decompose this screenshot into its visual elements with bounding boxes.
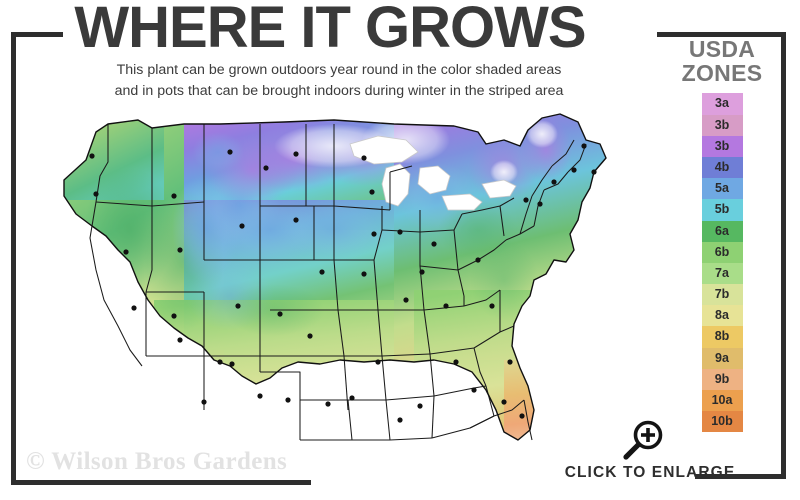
legend-title: USDA ZONES [662,36,782,86]
legend-zone-10b-15: 10b [701,411,743,433]
frame-top-left-segment [11,32,63,37]
magnifier-plus-icon[interactable] [617,418,671,462]
city-dots [89,143,597,423]
legend-zone-3b-2: 3b [701,135,743,157]
frame-bottom-right-segment [695,474,786,479]
frame-right-segment [781,32,786,479]
legend-zone-10a-14: 10a [701,390,743,412]
page-subtitle: This plant can be grown outdoors year ro… [24,60,654,101]
legend-zone-8a-10: 8a [701,305,743,327]
watermark-credit: © Wilson Bros Gardens [26,448,288,475]
legend-title-line-2: ZONES [681,59,763,86]
map-zone-fills [64,114,606,440]
subtitle-line-1: This plant can be grown outdoors year ro… [116,62,562,78]
legend-zone-7b-9: 7b [701,284,743,306]
legend-zone-5b-5: 5b [701,199,743,221]
legend-zone-3a-0: 3a [701,93,743,115]
legend-zone-3b-1: 3b [701,114,743,136]
legend-zone-9b-13: 9b [701,368,743,390]
map-svg [63,113,607,441]
legend-zone-6a-6: 6a [701,220,743,242]
legend-zone-8b-11: 8b [701,326,743,348]
legend-title-line-1: USDA [688,36,756,62]
frame-top-right-segment [657,32,786,37]
legend-zone-9a-12: 9a [701,347,743,369]
legend-zone-7a-8: 7a [701,262,743,285]
click-to-enlarge-label[interactable]: CLICK TO ENLARGE [564,464,736,481]
frame-bottom-left-segment [11,480,311,485]
hardiness-zone-map[interactable] [34,110,654,450]
legend-color-scale: 3a 3b 3b 4b 5a 5b 6a 6b 7a 7b 8a 8b 9a 9b 10a 10b [701,93,743,433]
us-coastline [63,113,607,441]
subtitle-line-2: and in pots that can be brought indoors … [114,82,564,99]
legend-zone-5a-4: 5a [701,178,743,200]
legend-zone-6b-7: 6b [701,241,743,263]
frame-left-segment [11,32,16,485]
usda-zones-legend: USDA ZONES 3a 3b 3b 4b 5a 5b 6a 6b 7a 7b 8a 8b 9a 9b 1… [662,36,782,433]
state-boundaries [89,124,587,441]
magnifier-plus-glyph [623,420,663,460]
page-title: WHERE IT GROWS [74,0,586,60]
great-lakes [349,135,517,211]
legend-zone-4b-3: 4b [701,156,743,179]
